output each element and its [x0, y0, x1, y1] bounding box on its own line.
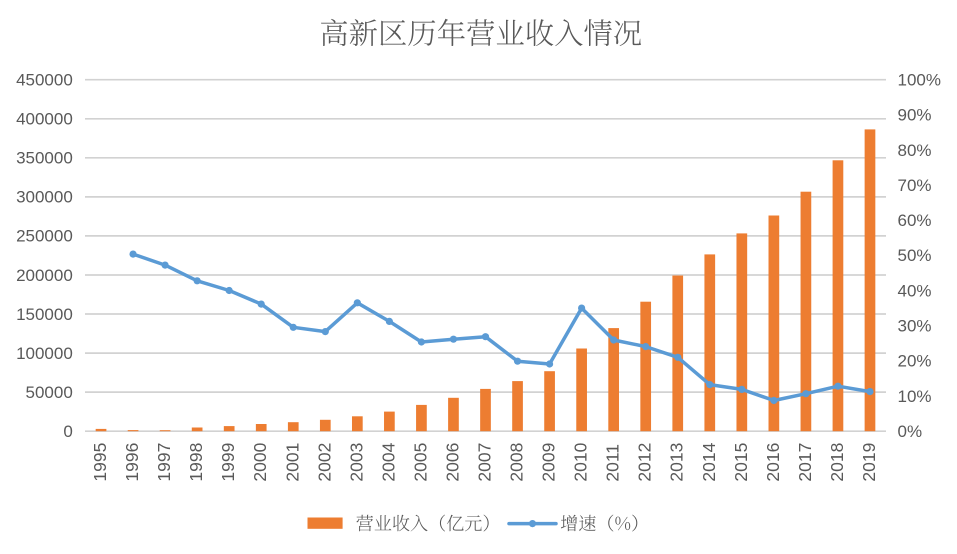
- svg-text:1998: 1998: [186, 443, 206, 482]
- svg-text:10%: 10%: [898, 387, 932, 406]
- svg-text:0%: 0%: [898, 422, 923, 441]
- svg-text:1996: 1996: [122, 443, 142, 482]
- svg-text:2016: 2016: [763, 443, 783, 482]
- svg-text:250000: 250000: [16, 227, 73, 246]
- svg-text:2002: 2002: [314, 443, 334, 482]
- svg-text:1995: 1995: [90, 443, 110, 482]
- svg-text:1999: 1999: [218, 443, 238, 482]
- svg-text:1997: 1997: [154, 443, 174, 482]
- svg-text:2004: 2004: [378, 442, 398, 481]
- svg-text:300000: 300000: [16, 188, 73, 207]
- svg-text:150000: 150000: [16, 305, 73, 324]
- svg-text:200000: 200000: [16, 266, 73, 285]
- svg-text:50000: 50000: [26, 383, 73, 402]
- svg-text:2017: 2017: [795, 443, 815, 482]
- svg-text:2005: 2005: [410, 443, 430, 482]
- svg-text:2008: 2008: [507, 443, 527, 482]
- svg-text:2018: 2018: [827, 443, 847, 482]
- svg-text:60%: 60%: [898, 211, 932, 230]
- svg-text:2001: 2001: [282, 443, 302, 482]
- svg-text:400000: 400000: [16, 110, 73, 129]
- svg-text:30%: 30%: [898, 317, 932, 336]
- svg-text:2012: 2012: [635, 443, 655, 482]
- svg-text:2000: 2000: [250, 442, 270, 481]
- svg-text:2006: 2006: [442, 443, 462, 482]
- svg-text:2019: 2019: [859, 443, 879, 482]
- svg-text:100%: 100%: [898, 71, 941, 90]
- svg-text:2007: 2007: [475, 443, 495, 482]
- svg-text:70%: 70%: [898, 176, 932, 195]
- svg-text:50%: 50%: [898, 246, 932, 265]
- svg-text:2013: 2013: [667, 443, 687, 482]
- svg-text:2009: 2009: [539, 443, 559, 482]
- svg-text:100000: 100000: [16, 344, 73, 363]
- svg-text:0: 0: [63, 422, 72, 441]
- svg-text:20%: 20%: [898, 352, 932, 371]
- svg-text:2014: 2014: [699, 442, 719, 481]
- svg-text:2003: 2003: [346, 443, 366, 482]
- svg-text:450000: 450000: [16, 71, 73, 90]
- svg-text:2011: 2011: [603, 444, 623, 482]
- svg-text:40%: 40%: [898, 281, 932, 300]
- svg-text:2010: 2010: [571, 442, 591, 481]
- svg-text:350000: 350000: [16, 149, 73, 168]
- svg-text:90%: 90%: [898, 106, 932, 125]
- svg-text:80%: 80%: [898, 141, 932, 160]
- svg-text:2015: 2015: [731, 443, 751, 482]
